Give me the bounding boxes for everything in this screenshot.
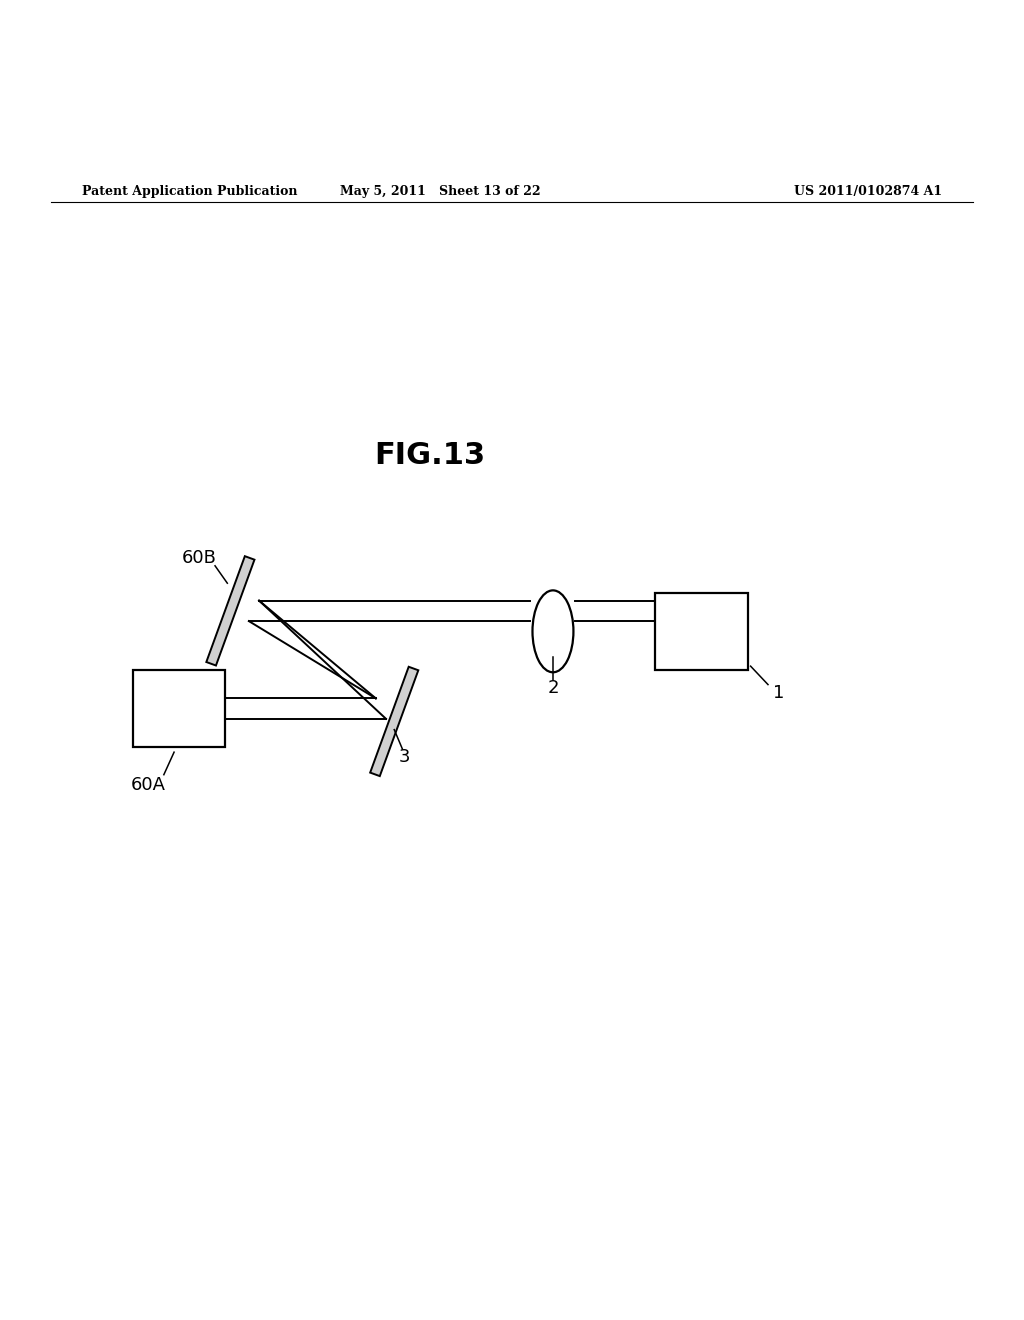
Ellipse shape [532,590,573,672]
Polygon shape [370,667,419,776]
Text: May 5, 2011   Sheet 13 of 22: May 5, 2011 Sheet 13 of 22 [340,185,541,198]
Text: 2: 2 [547,678,559,697]
Text: 60A: 60A [131,776,166,793]
Polygon shape [206,556,255,665]
Bar [133,671,225,747]
Text: US 2011/0102874 A1: US 2011/0102874 A1 [794,185,942,198]
Text: FIG.13: FIG.13 [375,441,485,470]
Text: 1: 1 [772,684,784,702]
Text: 60B: 60B [182,549,217,566]
Bar [655,594,748,671]
Text: 3: 3 [398,748,411,767]
Text: Patent Application Publication: Patent Application Publication [82,185,297,198]
